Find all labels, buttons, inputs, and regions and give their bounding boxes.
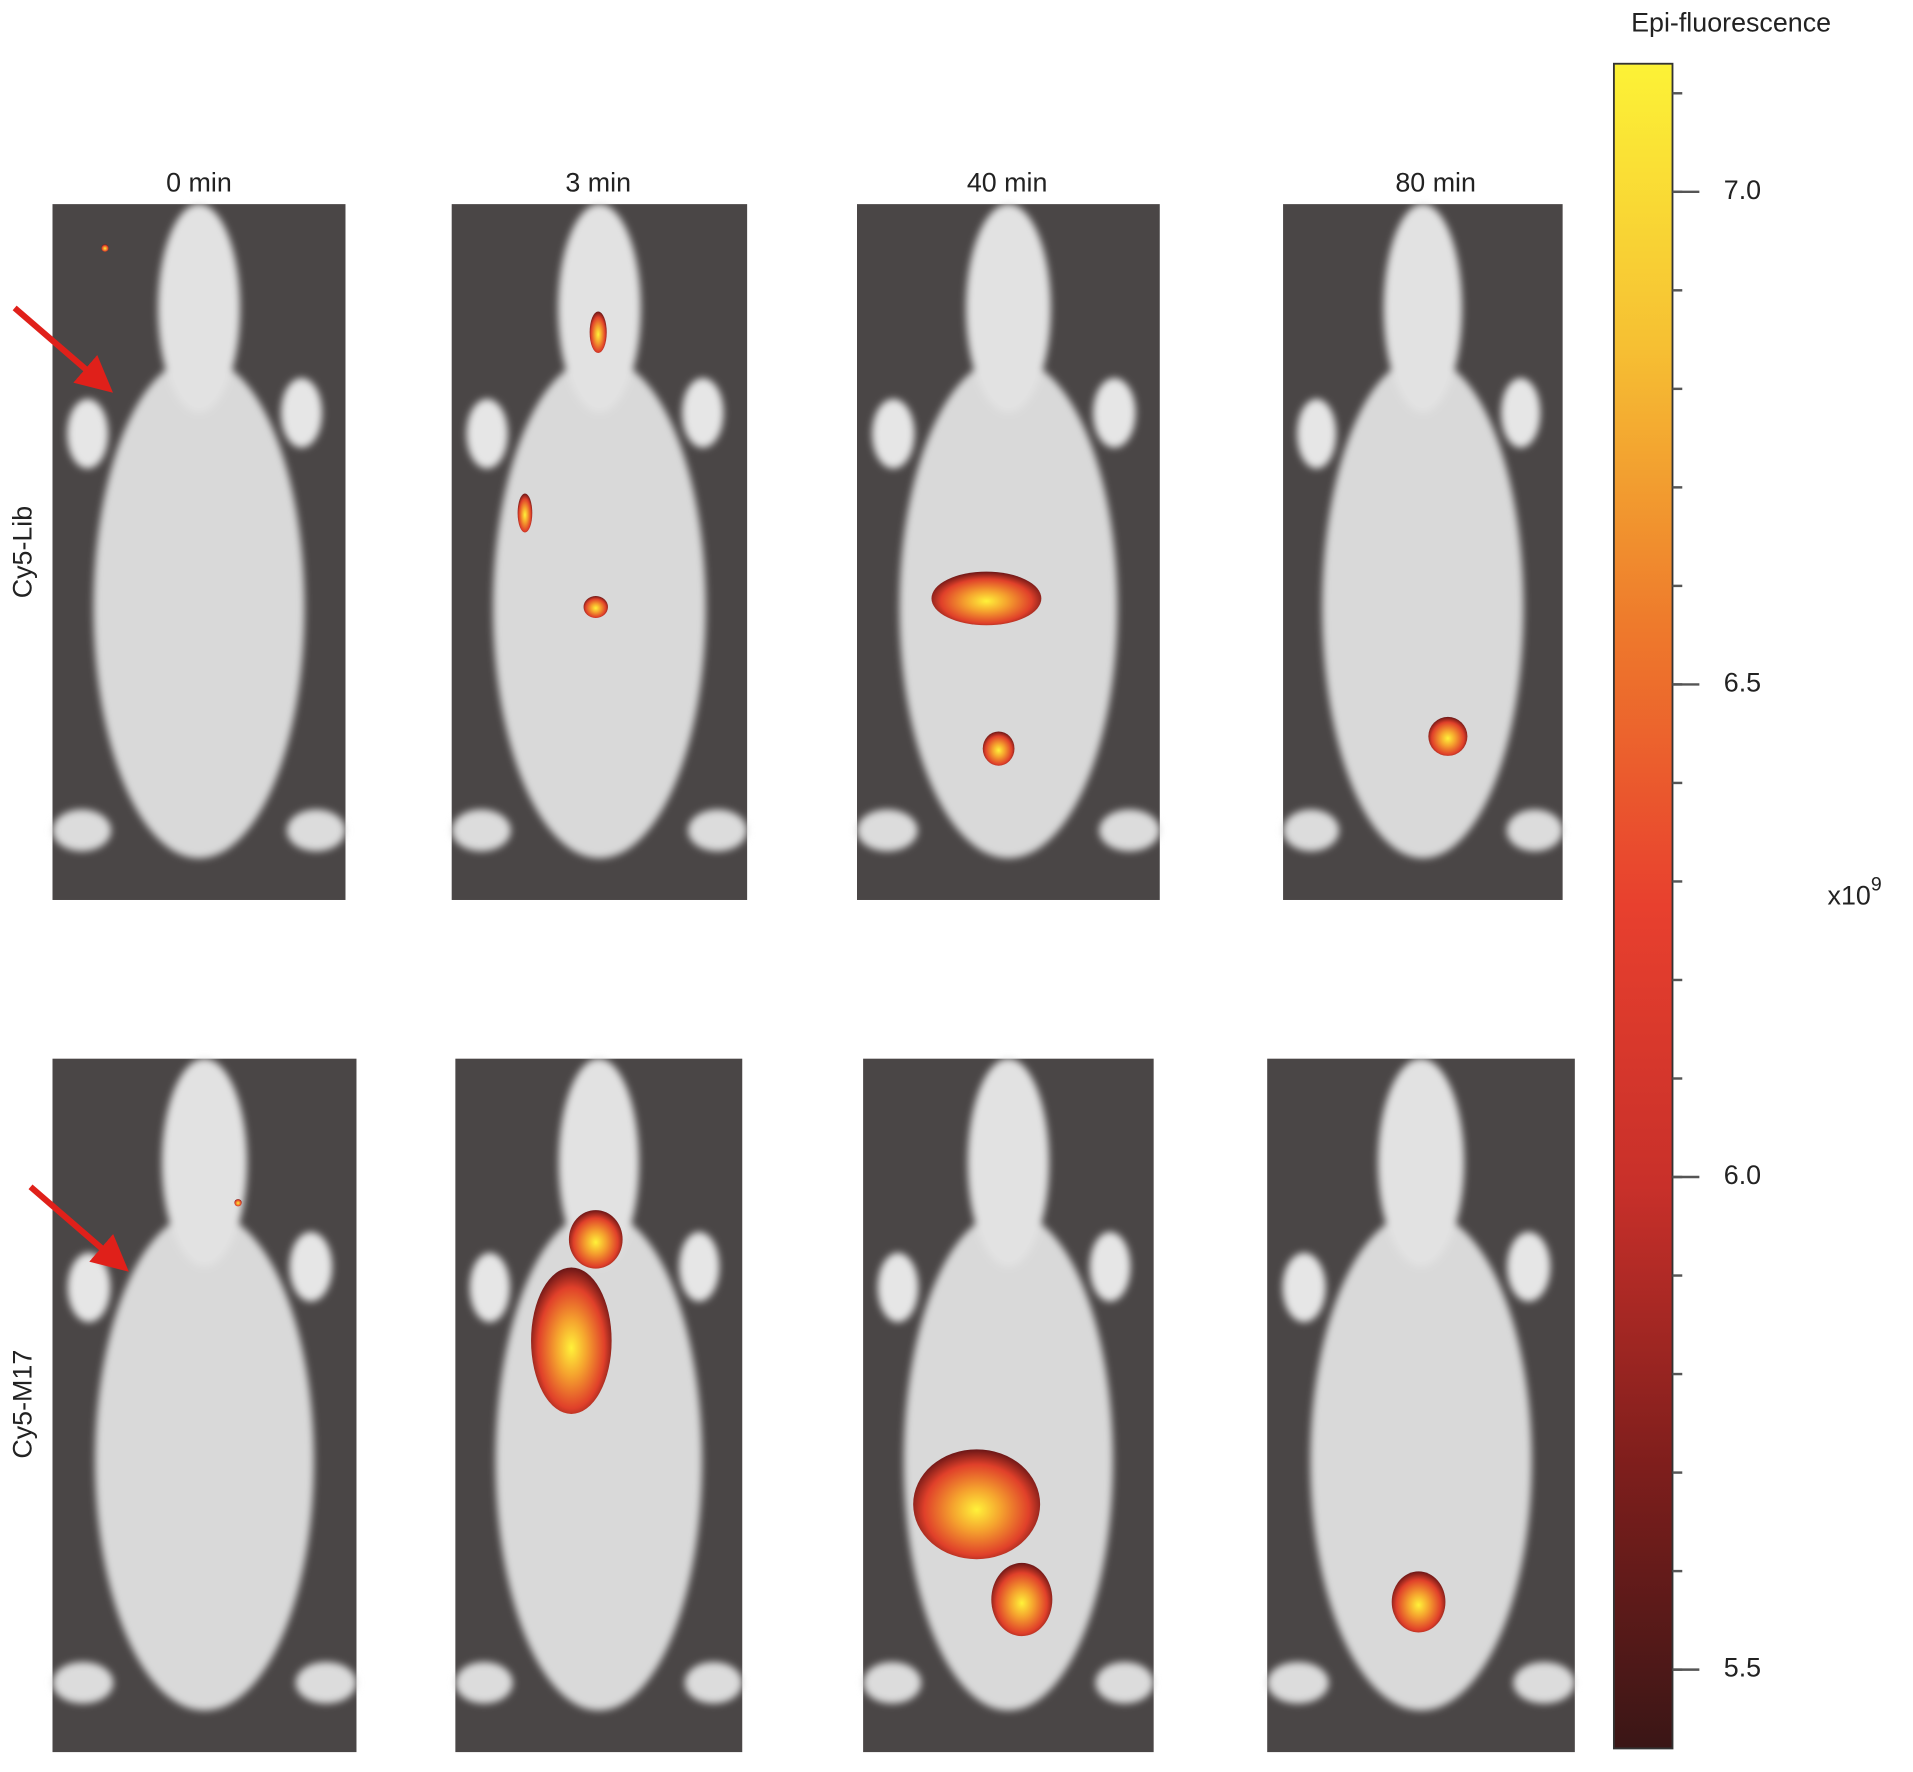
fluorescence-signal — [531, 1267, 612, 1414]
mouse-limb — [1507, 1232, 1551, 1302]
mouse-limb — [67, 398, 109, 469]
mouse-limb — [52, 1661, 114, 1704]
mouse-limb — [1095, 1661, 1154, 1704]
fluorescence-signal — [568, 1210, 623, 1269]
mouse-limb — [863, 1661, 922, 1704]
arrow — [28, 1184, 129, 1272]
colorbar-title: Epi-fluorescence — [1631, 8, 1831, 38]
mouse-limb — [466, 398, 508, 469]
fluorescence-signal — [1428, 716, 1468, 756]
fluorescence-signal — [101, 244, 109, 252]
fluorescence-signal — [583, 596, 608, 618]
tick-label: 5.5 — [1724, 1653, 1761, 1683]
mouse-head — [157, 204, 241, 413]
mouse-limb — [682, 378, 724, 448]
fluorescence-signal — [931, 571, 1042, 626]
mouse-limb — [684, 1661, 743, 1704]
mouse-body — [95, 1211, 314, 1711]
mouse — [52, 1058, 357, 1711]
mouse-limb — [877, 1252, 919, 1323]
row-label: Cy5-M17 — [8, 1350, 38, 1459]
mouse — [1267, 1058, 1575, 1711]
unit-base: x10 — [1828, 881, 1871, 911]
mouse-limb — [1267, 1661, 1329, 1704]
mouse-body — [1322, 357, 1524, 859]
mouse-limb — [52, 809, 112, 852]
mouse-limb — [1297, 398, 1337, 469]
tick-label: 7.0 — [1724, 175, 1761, 205]
mouse-head — [965, 204, 1051, 413]
unit-exponent: 9 — [1871, 873, 1882, 895]
mouse-head — [558, 204, 641, 413]
mouse-limb — [872, 398, 915, 469]
fluorescence-signal — [234, 1199, 242, 1207]
mouse-limb — [1506, 809, 1563, 852]
mouse-limb — [289, 1232, 333, 1302]
mouse-limb — [1501, 378, 1541, 448]
mouse — [1283, 204, 1563, 859]
fluorescence-signal — [913, 1449, 1041, 1560]
mouse-limb — [1099, 809, 1160, 852]
column-label: 80 min — [1395, 168, 1476, 198]
colorbar — [1612, 62, 1674, 1750]
mouse-limb — [1089, 1232, 1131, 1302]
mouse-head — [558, 1058, 639, 1267]
mouse-limb — [455, 1661, 513, 1704]
mouse-head — [1383, 204, 1462, 413]
mouse-limb — [857, 809, 918, 852]
fluorescence-signal — [517, 493, 533, 533]
mouse-body — [1310, 1211, 1532, 1711]
mouse-limb — [688, 809, 748, 852]
mouse-head — [967, 1058, 1050, 1267]
column-label: 40 min — [967, 168, 1048, 198]
mouse-head — [161, 1058, 248, 1267]
mouse-limb — [281, 378, 323, 448]
fluorescence-signal — [589, 311, 607, 354]
tick-label: 6.5 — [1724, 668, 1761, 698]
mouse-limb — [1513, 1661, 1575, 1704]
column-label: 3 min — [565, 168, 631, 198]
mouse-limb — [67, 1252, 111, 1323]
mouse — [52, 204, 346, 859]
mouse-limb — [295, 1661, 357, 1704]
mouse-limb — [1093, 378, 1136, 448]
tick-label: 6.0 — [1724, 1160, 1761, 1190]
mouse-limb — [1282, 1252, 1326, 1323]
row-label: Cy5-Lib — [8, 506, 38, 599]
mouse-limb — [679, 1232, 720, 1302]
fluorescence-signal — [982, 731, 1015, 766]
mouse-body — [495, 1211, 703, 1711]
arrow — [12, 305, 114, 393]
fluorescence-signal — [1391, 1571, 1446, 1633]
mouse-head — [1377, 1058, 1465, 1267]
column-label: 0 min — [166, 168, 232, 198]
colorbar-unit: x109 — [1828, 873, 1882, 910]
mouse-limb — [469, 1252, 510, 1323]
mouse-limb — [286, 809, 346, 852]
fluorescence-signal — [991, 1562, 1053, 1637]
mouse-limb — [451, 809, 511, 852]
mouse-body — [93, 357, 305, 859]
mouse-limb — [1283, 809, 1339, 852]
